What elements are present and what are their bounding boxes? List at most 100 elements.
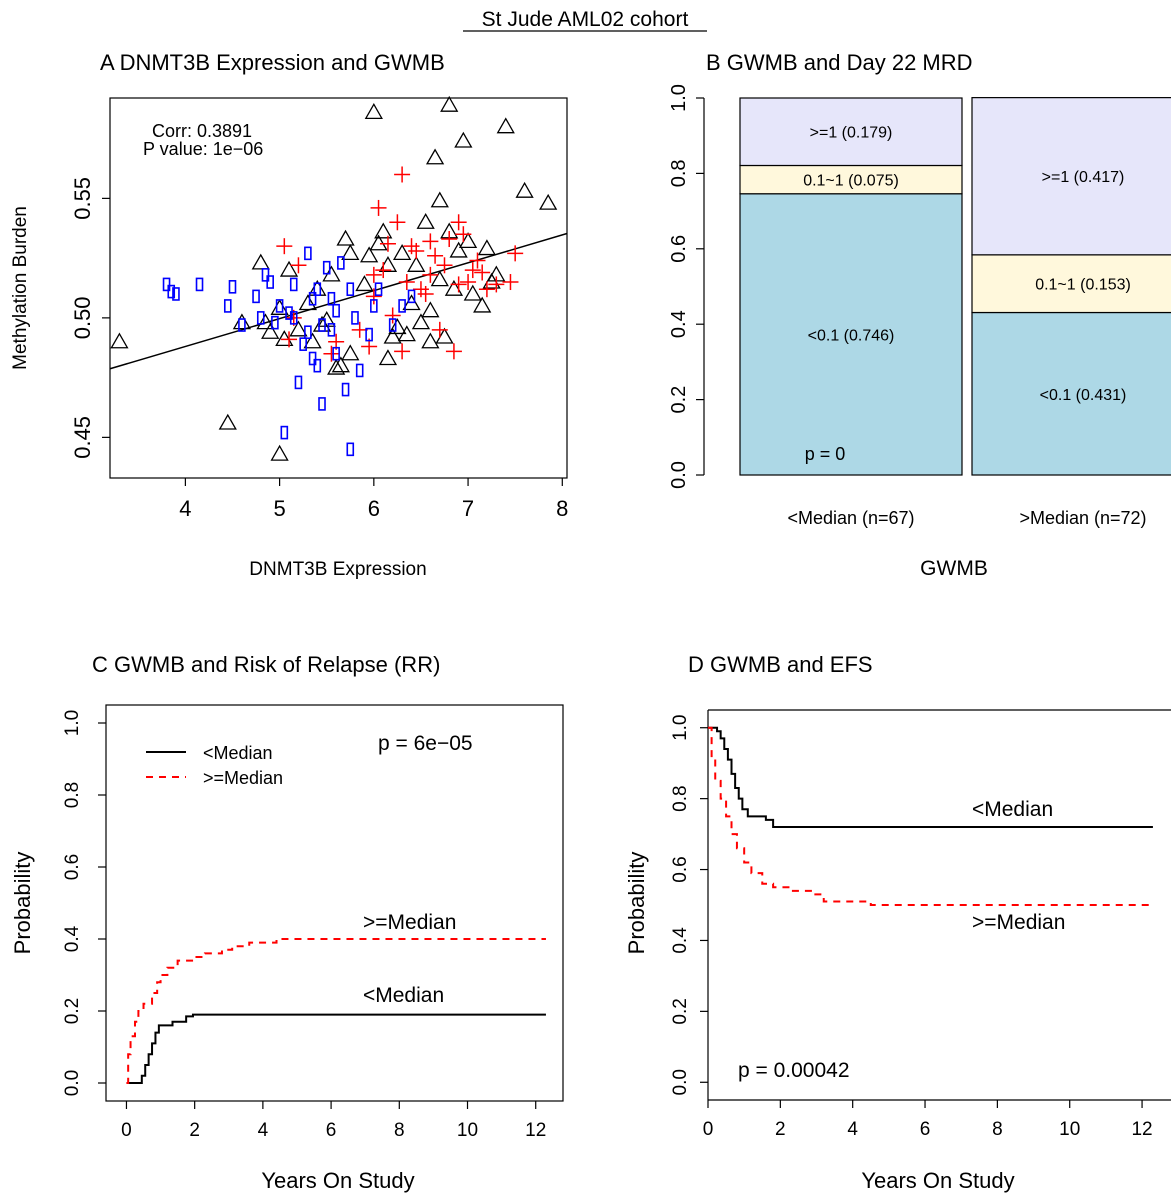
scatter-point-rect [280,425,289,440]
scatter-point-triangle [425,148,445,165]
scatter-point-triangle [411,313,431,330]
scatter-point-plus [394,343,411,360]
y-tick-label: 1.0 [668,84,690,112]
curve-lt-median [708,726,1153,828]
scatter-point-plus [412,281,429,298]
scatter-point-plus [474,264,491,281]
scatter-point-plus [365,288,382,305]
y-tick-label: 0.55 [70,177,95,220]
panel-b-xlabel: GWMB [920,557,988,580]
scatter-point-triangle [218,413,237,430]
scatter-point-triangle [232,313,252,330]
scatter-point-triangle [458,232,478,249]
scatter-point-plus [469,252,486,269]
scatter-point-plus [323,345,340,362]
scatter-point-plus [502,274,519,291]
scatter-point-triangle [397,325,416,342]
scatter-point-rect [195,277,204,292]
scatter-point-rect [266,275,274,289]
x-tick-label: 8 [394,1120,405,1141]
figure-title: St Jude AML02 cohort [482,8,689,31]
scatter-point-triangle [369,234,388,251]
category-label: >Median (n=72) [1019,508,1146,528]
x-tick-label: 0 [703,1119,714,1140]
scatter-point-plus [276,238,293,255]
scatter-point-plus [290,257,307,274]
y-tick-label: 0.0 [62,1070,83,1096]
y-tick-label: 0.8 [62,782,83,808]
scatter-point-triangle [341,344,360,361]
bar-segment [739,193,963,476]
scatter-point-triangle [477,239,497,256]
bar-segment-label: 0.1~1 (0.153) [1035,277,1131,294]
panel-b-y-axis: 0.0 0.2 0.4 0.6 0.8 1.0 [668,84,704,489]
scatter-point-rect [252,289,260,304]
x-tick-label: 2 [775,1119,786,1140]
y-tick-label: 0.6 [668,235,690,263]
scatter-point-rect [289,311,298,325]
scatter-point-rect [223,299,232,313]
y-tick-label: 0.0 [670,1069,691,1095]
panel-a-ylabel: Methylation Burden [10,206,31,370]
legend-label-lt-median: <Median [203,743,273,763]
y-tick-label: 1.0 [62,710,83,736]
bar-segment [971,254,1171,314]
x-tick-label: 6 [920,1119,931,1140]
scatter-point-rect [318,318,326,332]
bar-segment [971,97,1171,256]
scatter-point-rect [238,318,246,332]
scatter-point-plus [408,242,425,259]
scatter-point-triangle [374,222,393,239]
scatter-point-rect [289,277,298,292]
scatter-point-rect [327,291,336,306]
scatter-point-triangle [364,103,383,119]
scatter-point-rect [308,351,317,366]
x-tick-label: 4 [258,1120,269,1141]
scatter-point-rect [275,299,284,313]
scatter-point-rect [398,299,406,313]
x-tick-label: 6 [326,1120,337,1141]
scatter-point-rect [327,323,336,337]
y-tick-label: 0.50 [70,296,95,339]
scatter-point-plus [281,331,298,348]
scatter-point-rect [167,284,176,299]
x-tick-label: 2 [189,1120,200,1141]
panel-a-y-axis: 0.45 0.50 0.55 [70,177,110,459]
panel-c: C GWMB and Risk of Relapse (RR) 0 2 4 6 8 10 1… [10,652,564,1193]
scatter-point-triangle [256,313,275,330]
panel-c-title: C GWMB and Risk of Relapse (RR) [92,652,440,677]
scatter-point-triangle [383,327,402,344]
scatter-point-plus [365,266,382,283]
scatter-point-rect [313,358,322,373]
x-tick-label: 6 [368,496,380,521]
panel-d-y-axis: 0.0 0.2 0.4 0.6 0.8 1.0 [670,715,708,1095]
scatter-point-rect [261,268,270,282]
legend-label-ge-median: >=Median [203,768,283,788]
panel-a-title: A DNMT3B Expression and GWMB [100,50,445,75]
scatter-point-triangle [289,320,308,337]
x-tick-label: 7 [462,496,474,521]
scatter-point-triangle [336,229,355,246]
panel-c-legend: <Median >=Median [146,743,283,788]
scatter-point-triangle [270,299,289,315]
scatter-point-triangle [416,212,435,229]
scatter-point-rect [337,256,345,270]
scatter-point-triangle [251,253,270,270]
panel-b-title: B GWMB and Day 22 MRD [706,50,973,75]
scatter-point-triangle [392,244,412,260]
scatter-point-triangle [298,294,317,311]
x-tick-label: 10 [457,1120,478,1141]
scatter-point-rect [308,291,317,306]
scatter-point-triangle [454,131,473,148]
scatter-point-plus [436,257,453,274]
curve-ge-median [708,726,1153,906]
scatter-point-triangle [327,358,346,375]
bar-segment [971,311,1171,476]
scatter-point-rect [365,327,373,342]
y-tick-label: 0.8 [668,159,690,187]
scatter-point-rect [294,375,303,390]
x-tick-label: 0 [121,1120,132,1141]
y-tick-label: 0.6 [670,856,691,882]
scatter-point-triangle [341,244,360,260]
